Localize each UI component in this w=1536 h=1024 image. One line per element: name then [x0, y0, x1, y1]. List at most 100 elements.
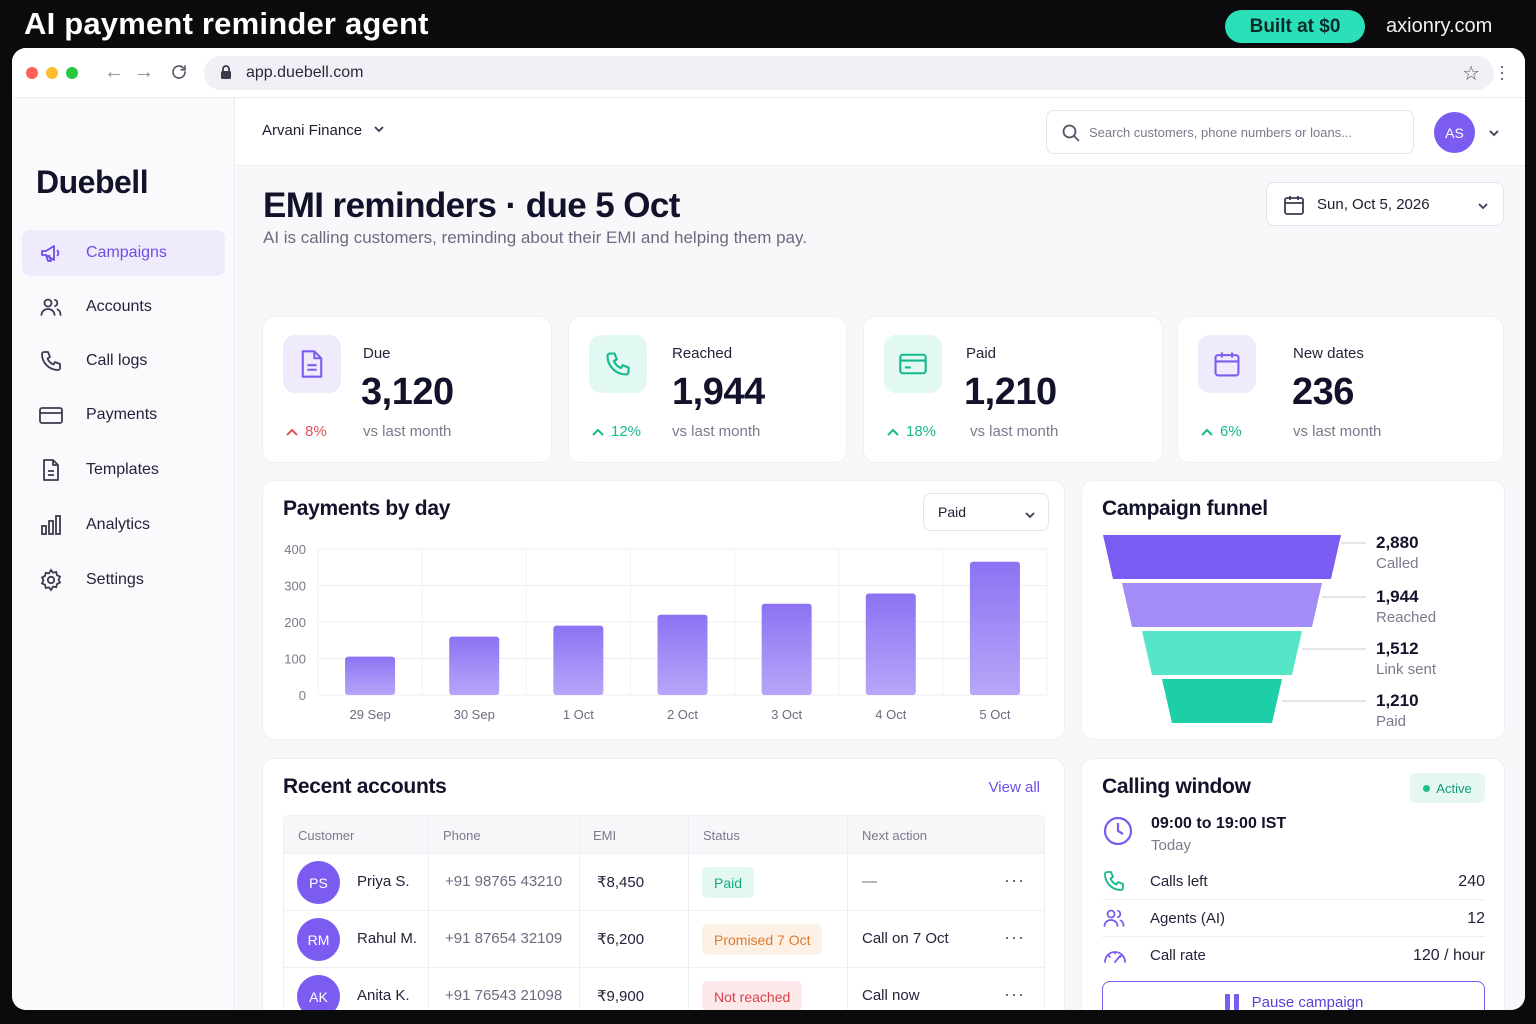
avatar: PS	[297, 861, 340, 904]
sidebar-item-label: Settings	[86, 571, 144, 588]
sidebar-item-settings[interactable]: Settings	[22, 557, 225, 603]
sidebar-item-campaigns[interactable]: Campaigns	[22, 230, 225, 276]
customer-name: Anita K.	[357, 987, 410, 1004]
bookmark-star-icon[interactable]: ☆	[1462, 63, 1480, 85]
calling-window-title: Calling window	[1102, 775, 1251, 798]
y-tick-label: 100	[284, 652, 306, 667]
customer-phone: +91 98765 43210	[445, 873, 563, 890]
browser-window: ← → app.duebell.com ☆ · · · Duebell Campai…	[12, 48, 1525, 1010]
org-switcher[interactable]: Arvani Finance	[262, 122, 363, 139]
stat-delta-value: 6%	[1220, 423, 1242, 440]
payments-chart-title: Payments by day	[283, 497, 451, 520]
maximize-window-button[interactable]	[66, 67, 78, 79]
chevron-down-icon[interactable]	[373, 122, 385, 140]
funnel-stage-reached	[1122, 583, 1322, 627]
stat-label: Reached	[672, 345, 733, 362]
bar-4-oct[interactable]	[865, 593, 916, 695]
search-placeholder: Search customers, phone numbers or loans…	[1089, 125, 1353, 140]
payments-bar-chart: 400 300 200 100 0 29 Sep 30 Sep 1 Oct 2 Oct 3 Oct…	[284, 542, 1048, 722]
row-label: Calls left	[1150, 873, 1208, 890]
column-header: Customer	[298, 828, 355, 843]
calling-window-card: Calling window Active 09:00 to 19:00 IST…	[1081, 758, 1505, 1010]
chevron-down-icon[interactable]	[1488, 126, 1500, 144]
table-row[interactable]: PS Priya S. +91 98765 43210 ₹8,450 Paid …	[284, 854, 1044, 911]
stat-label: Due	[363, 345, 391, 362]
customer-phone: +91 76543 21098	[445, 987, 563, 1004]
table-row[interactable]: RM Rahul M. +91 87654 32109 ₹6,200 Promi…	[284, 911, 1044, 968]
minimize-window-button[interactable]	[46, 67, 58, 79]
reload-icon[interactable]	[170, 63, 188, 86]
address-bar[interactable]: app.duebell.com ☆	[204, 56, 1494, 90]
sidebar-item-payments[interactable]: Payments	[22, 392, 225, 438]
sidebar-item-call-logs[interactable]: Call logs	[22, 338, 225, 384]
stat-card-reached: Reached 1,944 12% vs last month	[568, 316, 847, 463]
bar-1-oct[interactable]	[553, 625, 604, 695]
column-header: EMI	[593, 828, 617, 843]
stat-comparison: vs last month	[363, 423, 452, 440]
stat-delta-value: 18%	[906, 423, 937, 440]
avatar: RM	[297, 918, 340, 961]
stat-label: New dates	[1293, 345, 1364, 362]
more-options-icon[interactable]: ···	[1004, 870, 1025, 890]
table-row[interactable]: AK Anita K. +91 76543 21098 ₹9,900 Not r…	[284, 968, 1044, 1010]
stat-delta: 6%	[1200, 423, 1242, 440]
search-icon	[1061, 123, 1081, 148]
bar-30-sep[interactable]	[449, 636, 500, 695]
row-label: Agents (AI)	[1150, 910, 1226, 927]
sidebar-item-templates[interactable]: Templates	[22, 447, 225, 493]
sidebar-item-accounts[interactable]: Accounts	[22, 284, 225, 330]
stat-delta-value: 8%	[305, 423, 327, 440]
row-value: 120 / hour	[1412, 947, 1485, 964]
search-input[interactable]: Search customers, phone numbers or loans…	[1046, 110, 1414, 154]
phone-icon	[1102, 869, 1126, 898]
next-action: Call on 7 Oct	[862, 930, 949, 947]
funnel-value: 1,944	[1376, 587, 1419, 606]
bar-2-oct[interactable]	[657, 614, 708, 695]
arrow-up-icon	[592, 428, 604, 436]
stat-delta: 12%	[591, 423, 641, 440]
payments-filter-select[interactable]: Paid	[923, 493, 1049, 531]
sidebar-item-label: Templates	[86, 461, 159, 478]
campaign-funnel-card: Campaign funnel 2,880 Called 1,944 Reach…	[1081, 480, 1505, 740]
forward-arrow-icon[interactable]: →	[134, 61, 154, 83]
avatar: AK	[297, 975, 340, 1010]
funnel-label: Called	[1376, 555, 1419, 572]
arrow-up-icon	[887, 428, 899, 436]
more-options-icon[interactable]: ···	[1004, 927, 1025, 947]
payments-chart-card: Payments by day Paid 400 300 200 100 0 29 Sep…	[262, 480, 1065, 740]
browser-menu-icon[interactable]: · · ·	[1499, 56, 1505, 88]
chevron-down-icon	[1477, 199, 1489, 217]
x-tick-label: 5 Oct	[979, 707, 1010, 722]
bar-29-sep[interactable]	[345, 656, 396, 695]
document-icon	[38, 457, 64, 483]
user-avatar[interactable]: AS	[1434, 112, 1475, 153]
stat-comparison: vs last month	[1293, 423, 1382, 440]
credit-card-icon	[884, 335, 942, 393]
selected-date: Sun, Oct 5, 2026	[1317, 196, 1430, 213]
calls-left-row: Calls left 240	[1102, 863, 1485, 900]
status-dot-icon	[1423, 784, 1431, 792]
x-tick-label: 3 Oct	[771, 707, 802, 722]
stat-label: Paid	[966, 345, 997, 362]
more-options-icon[interactable]: ···	[1004, 984, 1025, 1004]
stat-card-paid: Paid 1,210 18% vs last month	[863, 316, 1163, 463]
status-badge: Active	[1410, 773, 1485, 803]
emi-amount: ₹9,900	[597, 988, 645, 1005]
bar-3-oct[interactable]	[761, 603, 812, 695]
funnel-stage-link-sent	[1142, 631, 1302, 675]
sidebar-item-analytics[interactable]: Analytics	[22, 502, 225, 548]
clock-icon	[1102, 815, 1134, 852]
date-picker[interactable]: Sun, Oct 5, 2026	[1266, 182, 1504, 226]
users-icon	[38, 294, 64, 320]
close-window-button[interactable]	[26, 67, 38, 79]
status-badge-label: Active	[1436, 780, 1472, 796]
pause-campaign-button[interactable]: Pause campaign	[1102, 981, 1485, 1010]
view-all-link[interactable]: View all	[988, 779, 1040, 796]
banner-title: AI payment reminder agent	[24, 6, 429, 41]
funnel-title: Campaign funnel	[1102, 497, 1268, 520]
column-header: Phone	[443, 828, 481, 843]
bar-5-oct[interactable]	[969, 561, 1020, 695]
stat-delta: 8%	[285, 423, 327, 440]
back-arrow-icon[interactable]: ←	[104, 61, 124, 83]
app-logo: Duebell	[36, 164, 149, 200]
